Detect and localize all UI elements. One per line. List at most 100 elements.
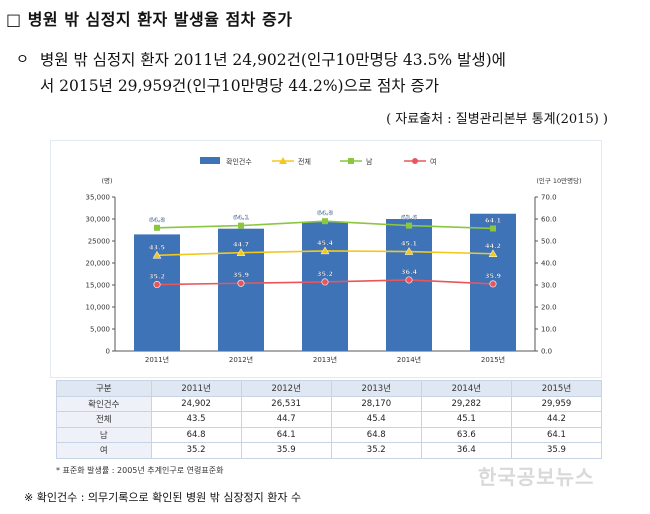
table-row: 여 35.2 35.9 35.2 36.4 35.9 (56, 442, 603, 459)
data-label: 64.1 (485, 216, 502, 224)
right-tick-label: 40.0 (541, 260, 557, 268)
table-cell: 35.9 (510, 442, 603, 459)
table-cell: 29,282 (420, 395, 512, 412)
total-point (404, 247, 414, 255)
data-label: 36.4 (401, 268, 418, 276)
data-label: 44.2 (485, 242, 501, 250)
table-row: 남 64.8 64.1 64.8 63.6 64.1 (56, 426, 603, 443)
table-note: * 표준화 발생률 : 2005년 추계인구로 연령표준화 (56, 466, 224, 475)
table-cell: 26,531 (240, 395, 332, 412)
legend-label: 확인건수 (226, 157, 252, 166)
total-point (488, 249, 498, 258)
table-header-cell: 2012년 (240, 380, 332, 397)
table-cell: 64.1 (240, 426, 332, 443)
x-tick-label: 2011년 (145, 355, 169, 364)
female-point (153, 281, 161, 289)
table-row-label: 전체 (56, 411, 152, 428)
table-cell: 29,959 (510, 395, 603, 412)
male-point (490, 225, 496, 232)
table-header-cell: 2015년 (510, 380, 603, 397)
chart-figure: (명) (인구 10만명당) 0 5,000 10,000 15,000 20,000 250… (50, 140, 602, 378)
combo-chart: (명) (인구 10만명당) 0 5,000 10,000 15,000 20,000 250… (50, 140, 602, 378)
legend-label: 전체 (298, 157, 311, 166)
table-cell: 28,170 (330, 395, 422, 412)
table-header-cell: 2014년 (420, 380, 512, 397)
data-table: 구분 2011년 2012년 2013년 2014년 2015년 확인건수 24… (56, 380, 603, 459)
table-cell: 63.6 (420, 426, 512, 443)
left-tick-label: 15,000 (86, 282, 111, 290)
male-point (322, 218, 328, 225)
female-point (237, 279, 245, 287)
table-cell: 43.5 (150, 411, 242, 428)
table-row: 확인건수 24,902 26,531 28,170 29,282 29,959 (56, 395, 603, 412)
table-cell: 44.7 (240, 411, 332, 428)
left-tick-label: 35,000 (86, 194, 111, 202)
right-axis-unit: (인구 10만명당) (536, 176, 581, 185)
total-point (320, 246, 330, 255)
table-cell: 44.2 (510, 411, 603, 428)
total-point (236, 248, 246, 256)
table-cell: 36.4 (420, 442, 512, 459)
bar (386, 219, 432, 351)
publisher-watermark: 한국공보뉴스 (478, 465, 595, 489)
data-label: 35.2 (149, 273, 165, 281)
table-cell: 24,902 (150, 395, 242, 412)
table-row-label: 남 (56, 426, 152, 443)
legend-label: 여 (430, 157, 436, 166)
x-tick-label: 2013년 (313, 355, 337, 364)
total-point (152, 250, 162, 259)
right-tick-label: 10.0 (541, 326, 557, 334)
data-label: 63.6 (401, 214, 418, 222)
table-row-label: 확인건수 (56, 395, 152, 412)
summary-line-2: 서 2015년 29,959건(인구10만명당 44.2%)으로 점차 증가 (40, 77, 440, 95)
data-label: 45.1 (401, 240, 418, 248)
summary-bullet: ㅇ 병원 밖 심정지 환자 2011년 24,902건(인구10만명당 43.5… (16, 47, 630, 99)
male-point (238, 222, 244, 229)
table-header-cell: 구분 (56, 380, 152, 397)
right-tick-label: 70.0 (541, 194, 557, 202)
x-tick-label: 2012년 (229, 355, 253, 364)
left-tick-label: 25000 (88, 238, 110, 246)
left-tick-label: 20,000 (86, 260, 111, 268)
footnote: ※ 확인건수 : 의무기록으로 확인된 병원 밖 심장정지 환자 수 (24, 491, 302, 504)
right-tick-label: 20.0 (541, 304, 557, 312)
table-header-cell: 2011년 (150, 380, 242, 397)
data-label: 64.1 (233, 214, 250, 222)
table-cell: 64.8 (150, 426, 242, 443)
left-axis-unit: (명) (101, 176, 112, 185)
data-label: 45.4 (317, 239, 334, 247)
data-label: 44.7 (233, 241, 249, 249)
section-heading: □ 병원 밖 심정지 환자 발생율 점차 증가 (6, 10, 293, 29)
female-point (405, 276, 413, 284)
table-cell: 64.1 (510, 426, 603, 443)
summary-line-1: 병원 밖 심정지 환자 2011년 24,902건(인구10만명당 43.5% … (40, 51, 506, 69)
data-label: 35.9 (485, 272, 502, 280)
data-label: 64.8 (149, 216, 166, 224)
bullet-mark: ㅇ (16, 52, 29, 68)
legend-label: 남 (366, 157, 373, 166)
female-point (489, 280, 497, 288)
male-point (406, 222, 412, 229)
left-tick-label: 10,000 (86, 304, 111, 312)
male-point (154, 224, 160, 231)
data-label: 35.2 (317, 270, 333, 278)
data-source: ( 자료출처 : 질병관리본부 통계(2015) ) (386, 112, 608, 127)
right-tick-label: 30.0 (541, 282, 557, 290)
left-tick-label: 0 (106, 348, 110, 356)
left-tick-label: 30,000 (86, 216, 111, 224)
female-point (321, 278, 329, 286)
data-label: 64.8 (317, 209, 334, 217)
table-cell: 35.2 (150, 442, 242, 459)
table-cell: 64.8 (330, 426, 422, 443)
table-header-cell: 2013년 (330, 380, 422, 397)
x-tick-label: 2014년 (397, 355, 421, 364)
data-label: 35.9 (233, 271, 250, 279)
right-tick-label: 60.0 (541, 216, 557, 224)
table-row: 전체 43.5 44.7 45.4 45.1 44.2 (56, 411, 603, 428)
data-label: 43.5 (149, 243, 166, 251)
table-cell: 35.2 (330, 442, 422, 459)
table-row-label: 여 (56, 442, 152, 459)
legend-marker (348, 158, 354, 164)
table-header-row: 구분 2011년 2012년 2013년 2014년 2015년 (56, 380, 603, 397)
left-tick-label: 5,000 (90, 326, 110, 334)
